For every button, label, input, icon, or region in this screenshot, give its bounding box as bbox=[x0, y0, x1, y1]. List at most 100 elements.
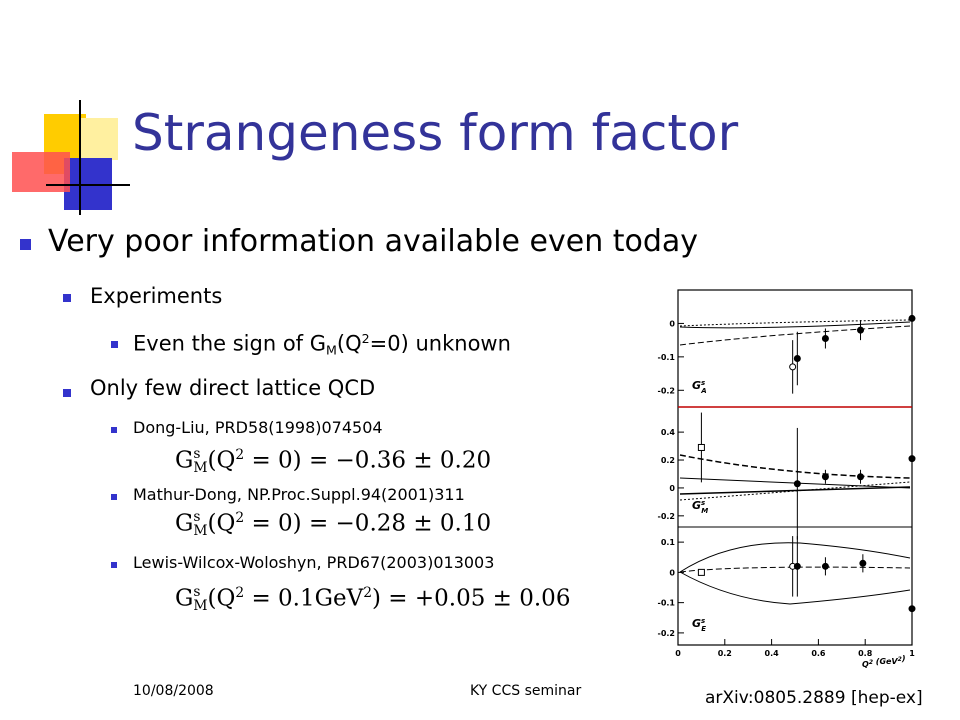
marker bbox=[821, 562, 829, 570]
marker bbox=[821, 473, 829, 481]
footer-event: KY CCS seminar bbox=[470, 683, 582, 699]
x-axis-label: Q2 (GeV2) bbox=[862, 654, 905, 669]
data-point bbox=[859, 554, 867, 573]
text: = 0) = −0.28 ± 0.10 bbox=[244, 510, 492, 537]
superscript: s bbox=[701, 499, 705, 507]
y-tick-label: -0.2 bbox=[658, 386, 676, 395]
text: = 0) = −0.36 ± 0.20 bbox=[244, 447, 492, 474]
text: G bbox=[175, 585, 194, 612]
superscript: 2 bbox=[235, 447, 245, 464]
superscript: s bbox=[193, 509, 201, 525]
bullet-icon bbox=[111, 494, 117, 500]
text: (Q bbox=[336, 331, 362, 356]
panel-label: Gs E bbox=[692, 617, 706, 633]
marker bbox=[821, 334, 829, 342]
text: (Q bbox=[207, 510, 236, 537]
x-tick-label: 0.4 bbox=[765, 649, 780, 658]
footer-reference: arXiv:0805.2889 [hep-ex] bbox=[705, 688, 923, 708]
marker bbox=[697, 568, 705, 576]
text: ) = +0.05 ± 0.06 bbox=[372, 585, 571, 612]
data-point bbox=[793, 427, 801, 540]
deco-square bbox=[80, 118, 118, 160]
superscript: 2 bbox=[235, 510, 245, 527]
superscript: s bbox=[701, 617, 705, 625]
theory-curve bbox=[679, 325, 911, 346]
data-point bbox=[793, 536, 801, 597]
y-tick-label: 0 bbox=[669, 319, 675, 328]
bullet-text: Experiments bbox=[90, 284, 223, 308]
data-point bbox=[821, 328, 829, 349]
bullet-icon bbox=[20, 239, 31, 250]
y-tick-label: 0.1 bbox=[661, 538, 676, 547]
title: Strangeness form factor bbox=[132, 104, 739, 162]
text: =0) unknown bbox=[369, 331, 511, 356]
subscript: A bbox=[700, 387, 706, 395]
x-tick-label: 0.2 bbox=[718, 649, 732, 658]
superscript: 2 bbox=[235, 585, 245, 602]
bullet-icon bbox=[111, 562, 117, 568]
text: (Q bbox=[207, 585, 236, 612]
data-point bbox=[821, 557, 829, 576]
superscript: s bbox=[701, 379, 705, 387]
subscript: M bbox=[193, 460, 208, 477]
theory-curve bbox=[679, 486, 911, 495]
data-point bbox=[908, 578, 916, 639]
superscript: 2 bbox=[363, 585, 372, 602]
marker bbox=[908, 605, 916, 613]
footer-date: 10/08/2008 bbox=[133, 683, 214, 699]
y-tick-label: -0.1 bbox=[658, 353, 676, 362]
data-point bbox=[697, 568, 705, 576]
superscript: 2 bbox=[869, 659, 873, 666]
theory-curve bbox=[679, 571, 911, 605]
data-point bbox=[697, 412, 705, 483]
x-tick-label: 0.6 bbox=[811, 649, 826, 658]
x-tick-label: 1 bbox=[909, 649, 915, 658]
y-tick-label: 0 bbox=[669, 568, 675, 577]
data-point bbox=[857, 320, 865, 341]
marker bbox=[793, 480, 801, 488]
bullet-icon bbox=[111, 341, 118, 348]
marker bbox=[859, 559, 867, 567]
subscript: M bbox=[193, 598, 208, 615]
marker bbox=[789, 363, 797, 371]
bullet-text: Very poor information available even tod… bbox=[48, 224, 699, 259]
data-point bbox=[908, 448, 916, 469]
text: ) bbox=[901, 654, 906, 663]
x-tick-label: 0 bbox=[675, 649, 681, 658]
subscript: M bbox=[326, 342, 337, 358]
superscript: 2 bbox=[898, 656, 902, 663]
marker bbox=[857, 473, 865, 481]
label-base: G bbox=[692, 379, 701, 392]
subscript: M bbox=[193, 523, 208, 540]
data-point bbox=[793, 331, 801, 386]
theory-curve bbox=[679, 566, 911, 573]
y-tick-label: 0.2 bbox=[661, 456, 675, 465]
x-tick-label: 0.8 bbox=[858, 649, 873, 658]
data-point bbox=[789, 536, 797, 597]
bullet-text: Only few direct lattice QCD bbox=[90, 376, 376, 400]
bullet-text: Lewis-Wilcox-Woloshyn, PRD67(2003)013003 bbox=[133, 553, 495, 572]
marker bbox=[697, 443, 705, 451]
marker bbox=[908, 314, 916, 322]
bullet-text: Even the sign of GM(Q2=0) unknown bbox=[133, 331, 511, 357]
text: G bbox=[175, 510, 194, 537]
marker bbox=[793, 355, 801, 363]
text: (Q bbox=[207, 447, 236, 474]
text: G bbox=[175, 447, 194, 474]
panel-label: Gs A bbox=[692, 379, 707, 395]
y-tick-label: 0.4 bbox=[661, 428, 676, 437]
y-tick-label: -0.2 bbox=[658, 512, 676, 521]
text: Even the sign of G bbox=[133, 331, 327, 356]
subscript: E bbox=[701, 625, 706, 633]
superscript: 2 bbox=[361, 331, 370, 346]
label-base: G bbox=[692, 617, 701, 630]
panel-label: Gs M bbox=[692, 499, 708, 515]
data-point bbox=[789, 340, 797, 394]
